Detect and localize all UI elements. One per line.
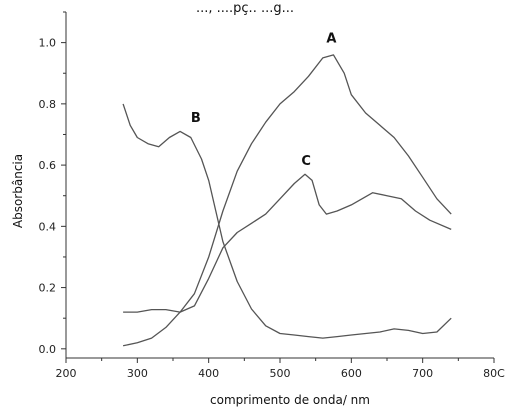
y-tick-label: 0.0 (39, 343, 57, 356)
x-tick-label: 400 (198, 367, 219, 380)
y-tick-label: 1.0 (39, 37, 57, 50)
series-group: A B C (122, 32, 452, 347)
y-tick-label: 0.2 (39, 282, 57, 295)
x-tick-label: 600 (341, 367, 362, 380)
cropped-header-text: ..., ....pç.. ...g... (196, 1, 294, 16)
axes (65, 12, 494, 359)
x-tick-label: 700 (412, 367, 433, 380)
x-tick-label: 80C (483, 367, 505, 380)
x-tick-label: 500 (270, 367, 291, 380)
series-label-c: C (301, 154, 311, 169)
x-axis-label: comprimento de onda/ nm (210, 393, 370, 407)
series-line-a (122, 54, 452, 347)
series-line-c (123, 173, 452, 313)
series-label-b: B (191, 111, 201, 126)
x-tick-label: 300 (127, 367, 148, 380)
y-tick-label: 0.4 (39, 220, 57, 233)
y-tick-label: 0.8 (39, 98, 57, 111)
series-label-a: A (326, 32, 336, 47)
tick-marks: 200 300 400 500 600 700 80C 0.0 0.2 0.4 0.6 0.8 1.0 (39, 11, 505, 380)
y-axis-label: Absorbância (11, 154, 25, 228)
y-tick-label: 0.6 (39, 159, 57, 172)
series-line-b (122, 103, 452, 339)
x-tick-label: 200 (56, 367, 77, 380)
